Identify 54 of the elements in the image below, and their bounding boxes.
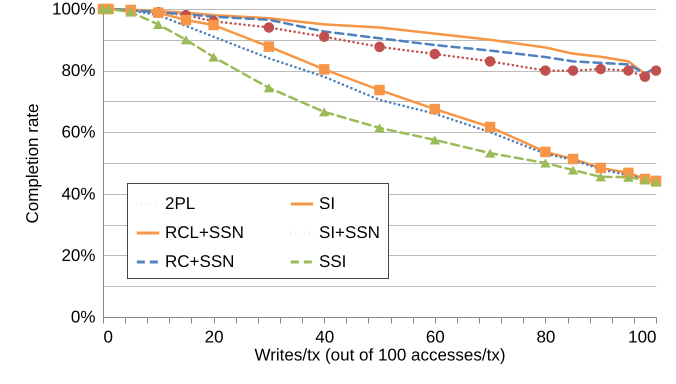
point xyxy=(623,65,634,76)
x-tick-label: 60 xyxy=(426,328,445,346)
legend-label: RC+SSN xyxy=(165,252,234,271)
point xyxy=(374,42,385,52)
point xyxy=(264,22,274,33)
legend-label: SSI xyxy=(319,252,346,271)
point xyxy=(430,48,440,60)
point xyxy=(595,172,606,182)
point xyxy=(540,146,551,158)
x-tick-label: 40 xyxy=(315,328,334,346)
x-tick-label: 100 xyxy=(628,328,656,346)
point xyxy=(484,122,496,132)
point xyxy=(640,72,650,82)
point xyxy=(180,35,192,44)
point xyxy=(568,154,578,164)
y-tick-label: 100% xyxy=(52,0,96,18)
point xyxy=(264,83,274,92)
point xyxy=(484,56,496,67)
point xyxy=(595,64,606,74)
point xyxy=(318,31,330,42)
y-tick-label: 40% xyxy=(61,184,96,204)
point xyxy=(540,65,551,76)
point xyxy=(484,148,496,158)
y-tick-label: 20% xyxy=(61,246,96,265)
x-tick-label: 0 xyxy=(104,328,113,346)
point xyxy=(374,123,385,132)
point xyxy=(568,166,578,175)
point xyxy=(264,41,274,52)
y-tick-label: 60% xyxy=(61,122,96,142)
point xyxy=(430,135,440,144)
point xyxy=(318,64,330,75)
point xyxy=(623,172,634,182)
legend-label: RCL+SSN xyxy=(165,223,244,242)
point xyxy=(540,158,551,168)
y-tick-label: 0% xyxy=(70,308,96,326)
point xyxy=(650,65,662,76)
x-axis-title: Writes/tx (out of 100 accesses/tx) xyxy=(254,346,506,364)
x-tick-label: 80 xyxy=(536,328,556,346)
x-tick-label: 20 xyxy=(204,328,224,346)
point xyxy=(125,8,136,17)
point xyxy=(430,104,440,114)
legend-label: SI xyxy=(319,194,336,213)
point xyxy=(153,20,164,29)
point xyxy=(568,65,578,76)
y-tick-label: 80% xyxy=(61,61,96,80)
point xyxy=(374,84,385,96)
point xyxy=(318,107,330,116)
y-axis-title: Completion rate xyxy=(23,103,42,224)
point xyxy=(208,20,219,30)
point xyxy=(208,52,219,62)
legend-label: SI+SSN xyxy=(319,223,380,242)
legend-label: 2PL xyxy=(165,194,196,213)
point xyxy=(180,14,192,26)
point xyxy=(595,162,606,174)
